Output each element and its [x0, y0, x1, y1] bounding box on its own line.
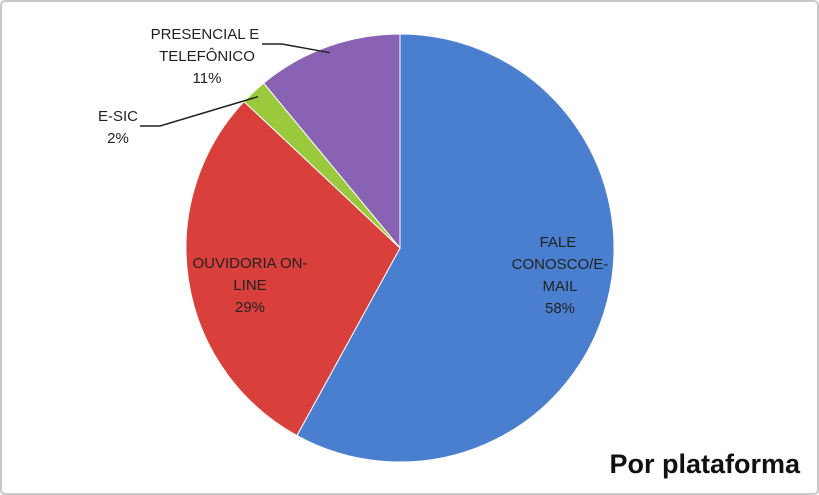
value-label: 11%: [193, 70, 222, 87]
pie-slice: [262, 33, 401, 250]
chart-title: Por plataforma: [609, 449, 801, 479]
value-label: 2%: [107, 130, 129, 147]
value-label: 29%: [235, 299, 265, 316]
leader-line: [262, 43, 330, 54]
leader-line: [140, 95, 259, 127]
slice-label: OUVIDORIA ON-LINE: [192, 255, 307, 294]
slice-label: E-SIC: [98, 108, 138, 125]
pie-slice: [296, 33, 615, 463]
slice-label: FALE CONOSCO/E-MAIL: [512, 234, 609, 295]
pie-slice: [185, 100, 401, 437]
value-label: 58%: [545, 300, 575, 317]
slice-label: PRESENCIAL E TELEFÔNICO: [151, 26, 264, 65]
